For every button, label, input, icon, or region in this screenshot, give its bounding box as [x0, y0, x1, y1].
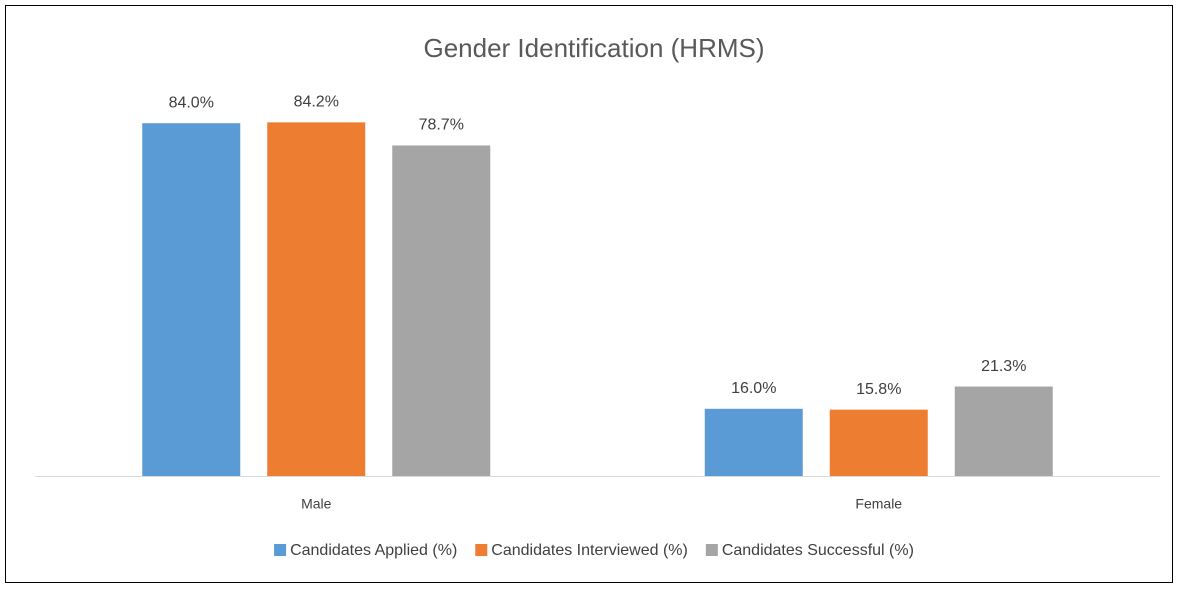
x-tick-label: Female	[855, 496, 902, 512]
data-label: 21.3%	[981, 358, 1026, 375]
legend-swatch	[475, 544, 488, 556]
data-label: 78.7%	[419, 117, 464, 134]
chart-title: Gender Identification (HRMS)	[423, 33, 764, 63]
data-label: 84.2%	[294, 94, 339, 111]
bar	[829, 409, 928, 476]
x-tick-label: Male	[301, 496, 332, 512]
data-label: 84.0%	[169, 94, 214, 111]
data-label: 15.8%	[856, 381, 901, 398]
legend-label: Candidates Applied (%)	[290, 542, 457, 559]
legend-swatch	[705, 544, 718, 556]
bar	[267, 122, 366, 477]
bar	[142, 123, 241, 476]
bar	[704, 408, 803, 476]
legend-swatch	[274, 544, 287, 556]
data-label: 16.0%	[731, 380, 776, 397]
bar	[392, 145, 491, 476]
bar	[954, 386, 1053, 476]
legend-label: Candidates Successful (%)	[722, 542, 914, 559]
legend-label: Candidates Interviewed (%)	[491, 542, 688, 559]
